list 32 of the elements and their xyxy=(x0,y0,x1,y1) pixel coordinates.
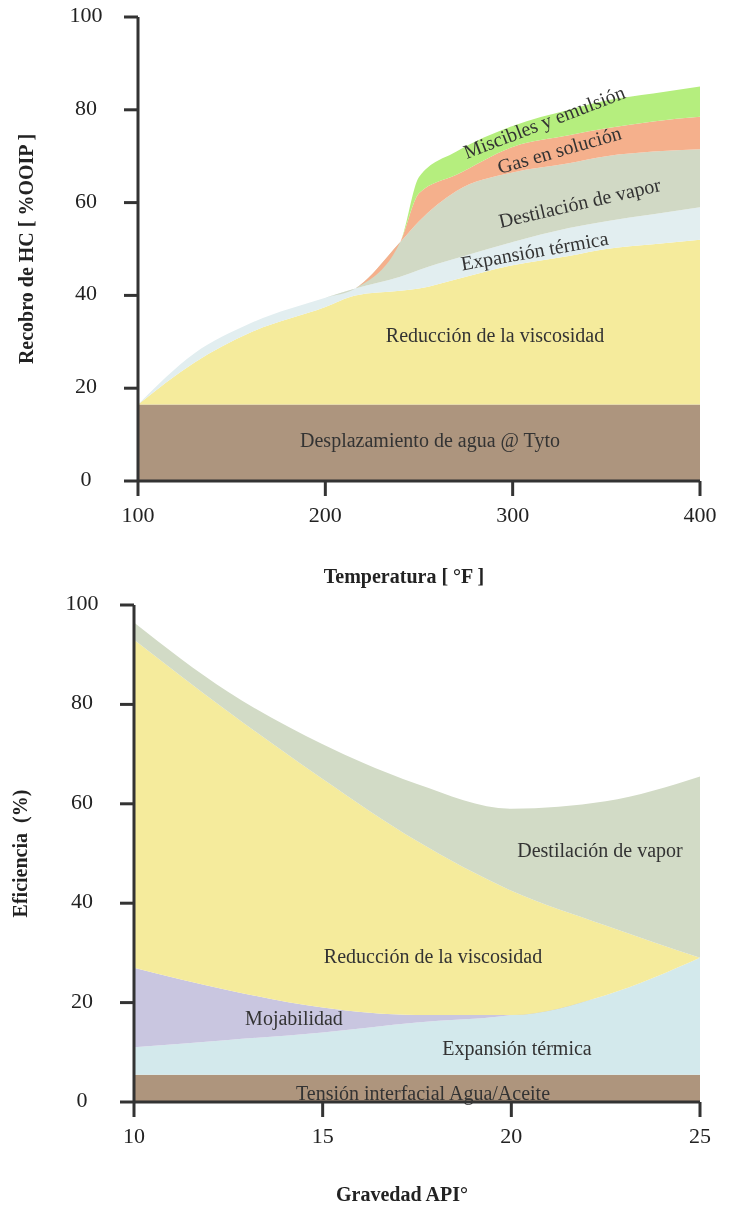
series-label: Mojabilidad xyxy=(245,1006,343,1030)
y-tick-label: 60 xyxy=(71,788,93,814)
x-tick-label: 300 xyxy=(496,502,530,528)
y-axis-title: Recobro de HC [ %OOIP ] xyxy=(14,133,37,365)
series-label: Expansión térmica xyxy=(442,1036,592,1060)
series-label: Destilación de vapor xyxy=(517,838,684,862)
x-tick-label: 400 xyxy=(683,502,717,528)
y-tick-label: 60 xyxy=(75,187,97,213)
y-tick-label: 80 xyxy=(75,94,97,120)
x-tick-label: 20 xyxy=(500,1123,523,1149)
y-tick-label: 80 xyxy=(71,689,93,715)
x-tick-label: 200 xyxy=(308,502,342,528)
y-tick-label: 0 xyxy=(80,466,92,492)
y-tick-label: 20 xyxy=(75,373,97,399)
x-tick-label: 25 xyxy=(689,1123,711,1149)
series-label: Reducción de la viscosidad xyxy=(385,323,605,346)
y-tick-label: 100 xyxy=(65,590,99,616)
y-tick-label: 0 xyxy=(76,1087,88,1113)
x-tick-label: 100 xyxy=(121,502,155,528)
x-axis-title: Temperatura [ °F ] xyxy=(323,564,485,588)
series-label: Desplazamiento de agua @ Tyto xyxy=(300,428,560,452)
series-label: Reducción de la viscosidad xyxy=(323,944,543,967)
y-tick-label: 100 xyxy=(69,2,103,28)
x-tick-label: 10 xyxy=(123,1123,145,1149)
series-label: Destilación de vapor xyxy=(496,173,664,233)
series-label: Tensión interfacial Agua/Aceite xyxy=(295,1081,551,1105)
y-tick-label: 20 xyxy=(71,987,93,1013)
y-tick-label: 40 xyxy=(71,888,93,914)
y-tick-label: 40 xyxy=(75,280,97,306)
y-axis-title: Eficiencia (%) xyxy=(8,789,32,918)
x-axis-title: Gravedad API° xyxy=(336,1182,468,1205)
x-tick-label: 15 xyxy=(311,1123,334,1149)
